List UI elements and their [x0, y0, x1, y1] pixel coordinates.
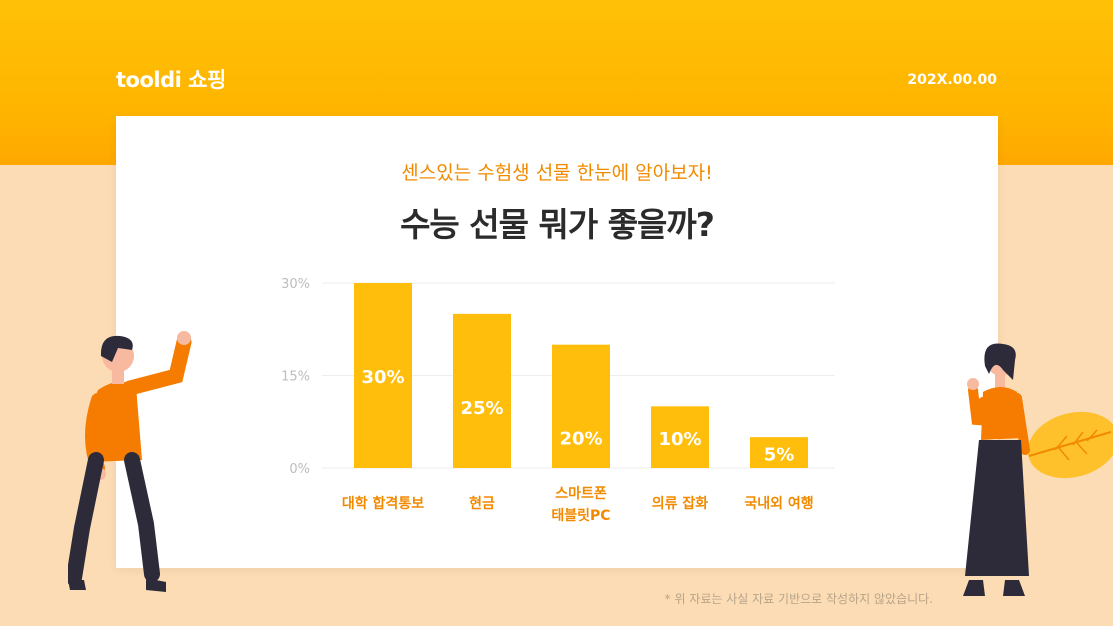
category-label: 태블릿PC	[551, 507, 610, 524]
category-label: 스마트폰	[555, 486, 607, 502]
chart-card: 센스있는 수험생 선물 한눈에 알아보자! 수능 선물 뭐가 좋을까?	[116, 116, 998, 568]
category-label: 의류 잡화	[652, 495, 709, 512]
footnote: * 위 자료는 사실 자료 기반으로 작성하지 않았습니다.	[664, 592, 933, 606]
bar-data-label: 20%	[559, 429, 602, 450]
bar	[354, 283, 412, 468]
bar-data-label: 5%	[764, 445, 795, 466]
man-illustration-icon	[68, 331, 192, 592]
bar-data-label: 30%	[361, 367, 404, 388]
header-date: 202X.00.00	[907, 72, 997, 88]
category-label: 현금	[469, 496, 495, 512]
category-label: 대학 합격통보	[342, 495, 424, 512]
bar	[552, 344, 610, 468]
brand-logo: tooldi 쇼핑	[116, 68, 226, 92]
card-title: 수능 선물 뭐가 좋을까?	[400, 205, 715, 244]
bar	[453, 313, 511, 468]
bar-data-label: 25%	[460, 398, 503, 419]
woman-illustration-icon	[963, 343, 1113, 596]
bar	[750, 437, 808, 468]
y-tick-label: 15%	[281, 370, 310, 385]
card-subtitle: 센스있는 수험생 선물 한눈에 알아보자!	[401, 162, 713, 184]
bar	[651, 406, 709, 468]
y-tick-label: 30%	[281, 277, 310, 292]
category-label: 국내외 여행	[744, 495, 813, 512]
y-tick-label: 0%	[289, 462, 310, 477]
bar-data-label: 10%	[658, 429, 701, 450]
